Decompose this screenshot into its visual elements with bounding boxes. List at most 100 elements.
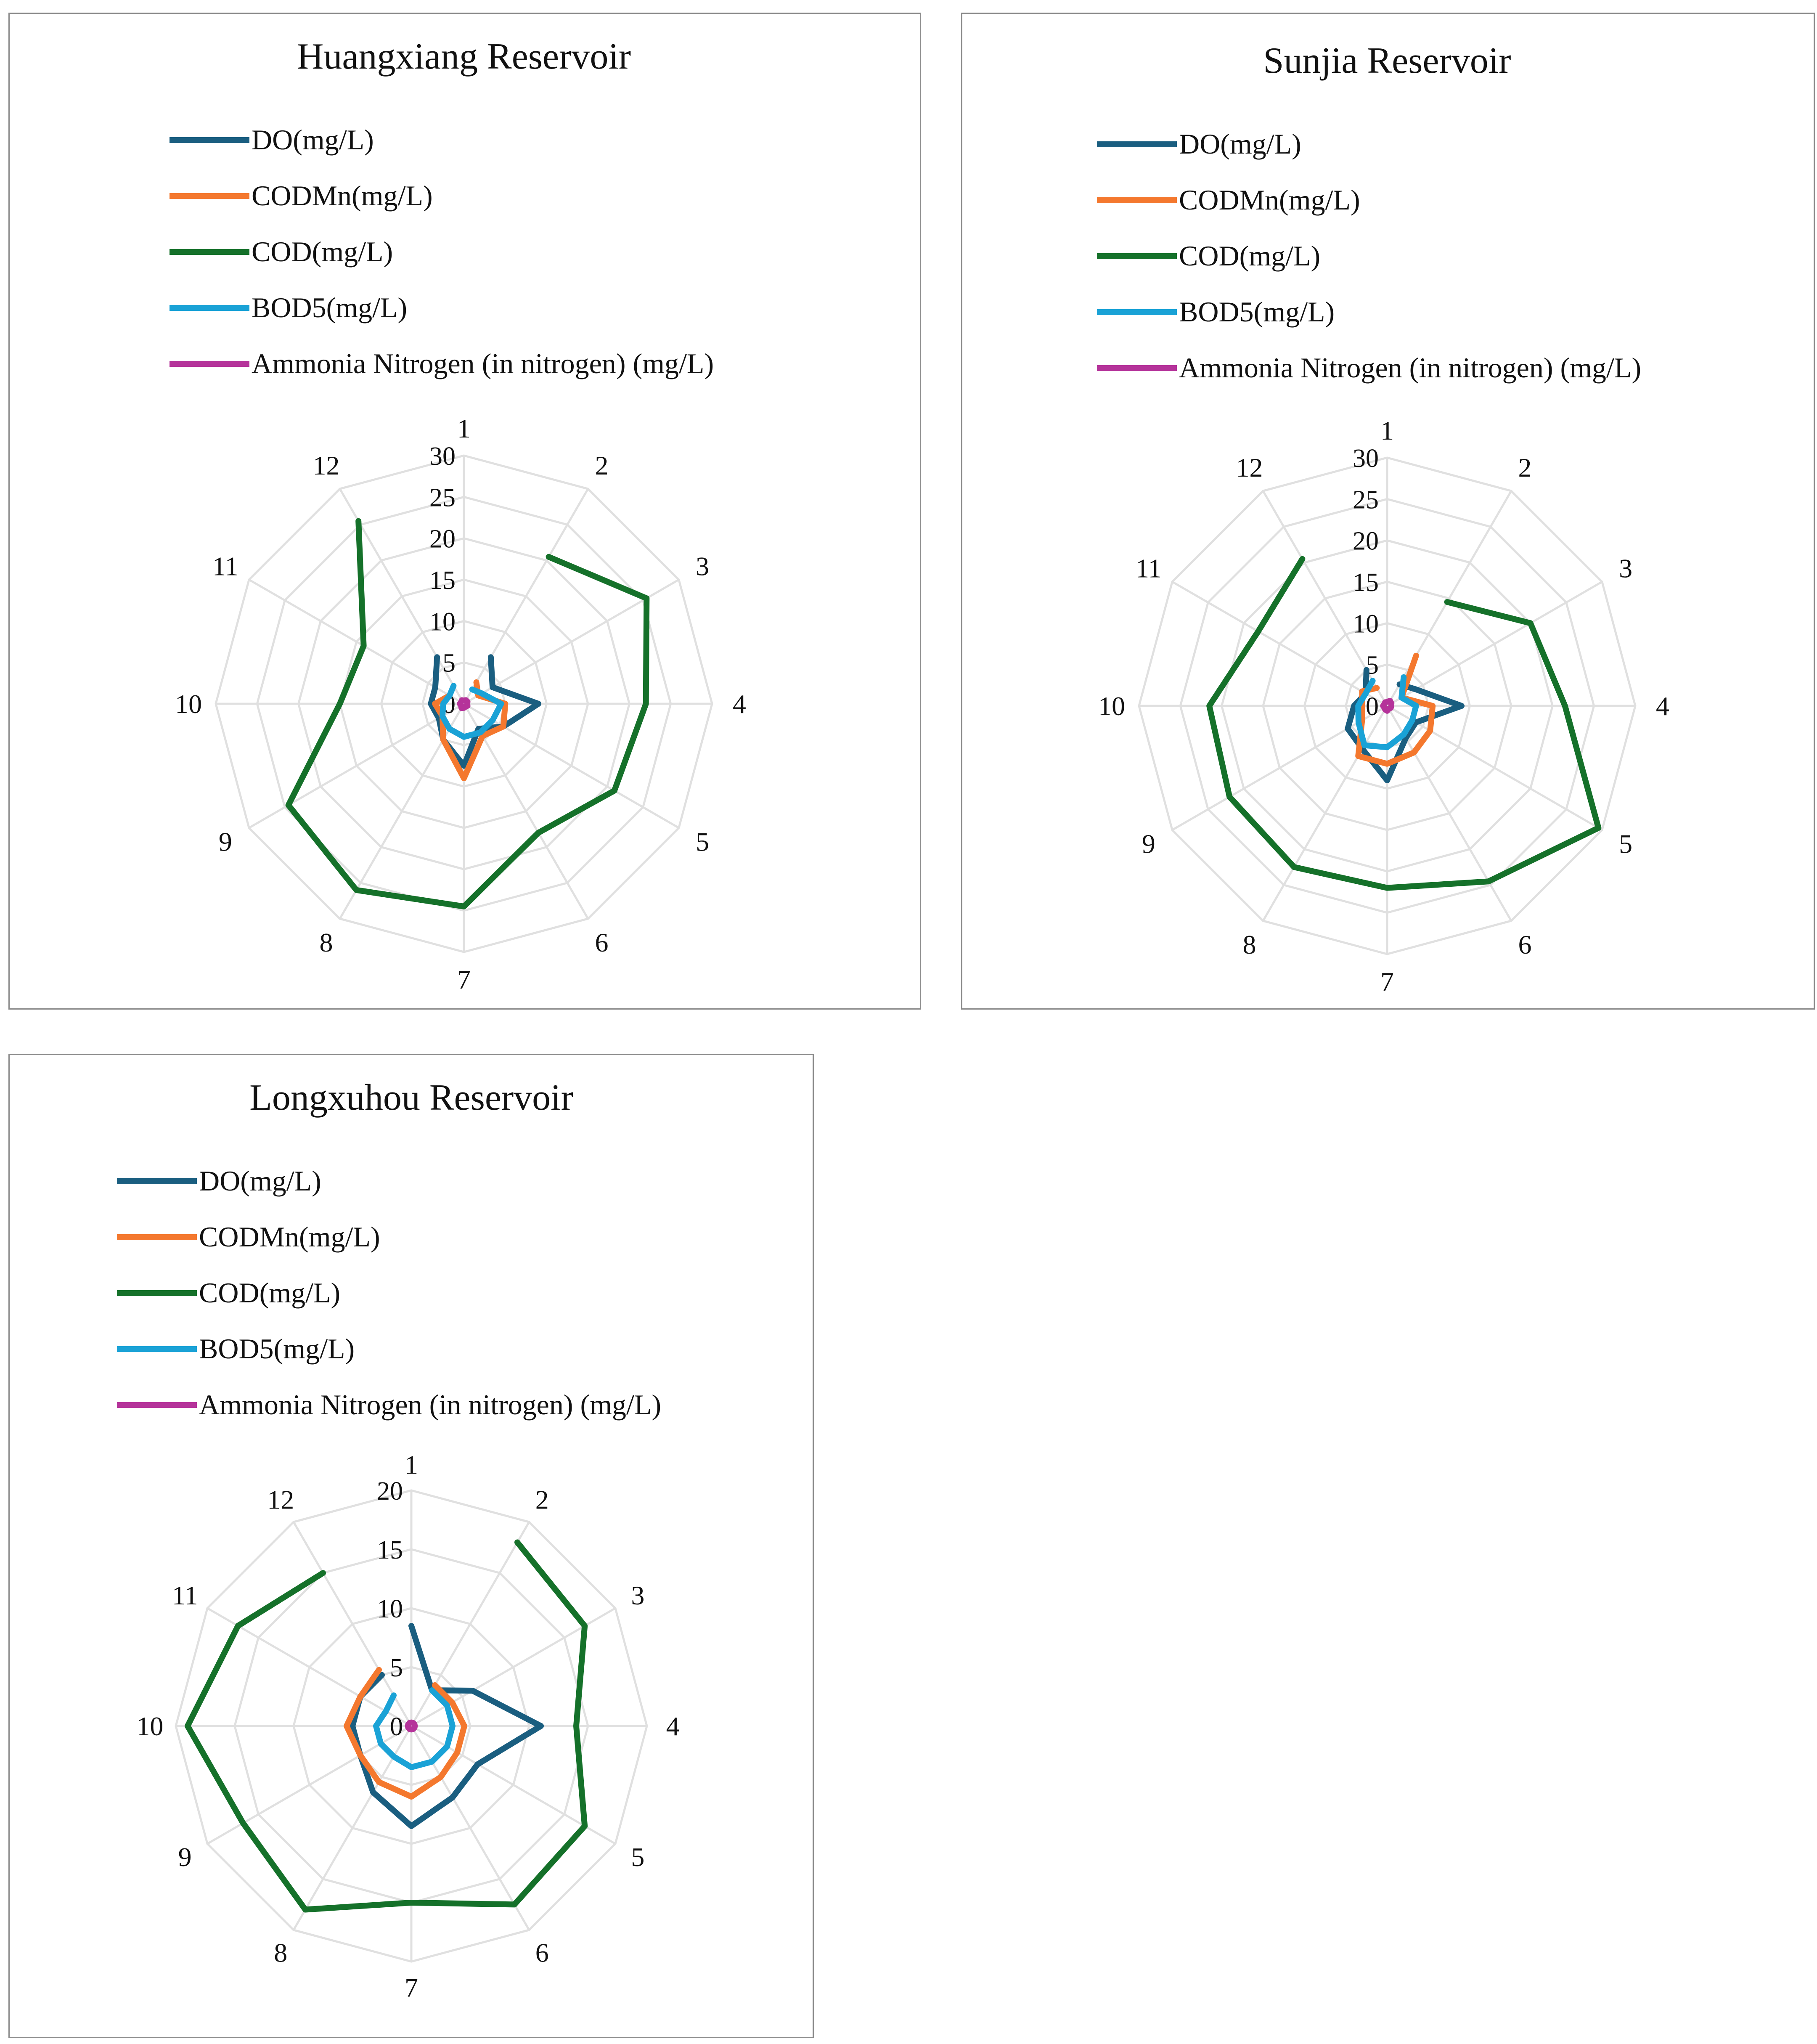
category-label: 3 — [696, 551, 709, 581]
category-label: 5 — [1619, 829, 1632, 859]
radar-chart-huangxiang: Huangxiang Reservoir DO(mg/L) CODMn(mg/L) C… — [170, 36, 746, 994]
category-label: 4 — [733, 689, 746, 719]
grid-spoke — [463, 578, 680, 705]
category-label: 7 — [457, 965, 471, 994]
series-line-codmn — [344, 1667, 467, 1800]
radial-tick-label: 10 — [377, 1595, 403, 1623]
series-line-cod — [1206, 556, 1602, 891]
legend-label-codmn: CODMn(mg/L) — [1179, 184, 1360, 216]
category-label: 12 — [313, 451, 340, 480]
category-label: 7 — [405, 1973, 418, 2003]
category-label: 2 — [1518, 453, 1531, 483]
legend-label-cod: COD(mg/L) — [252, 236, 393, 268]
series-line-bod5 — [1355, 674, 1419, 750]
radar-chart-sunjia: Sunjia Reservoir DO(mg/L) CODMn(mg/L) COD(m… — [1097, 40, 1669, 997]
category-label: 8 — [320, 928, 333, 957]
grid-spoke — [463, 488, 589, 705]
category-label: 7 — [1380, 967, 1394, 997]
category-label: 10 — [136, 1711, 163, 1741]
category-label: 11 — [212, 551, 238, 581]
grid-spoke — [1262, 705, 1388, 922]
radial-tick-label: 30 — [429, 442, 456, 471]
category-label: 3 — [1619, 554, 1632, 583]
category-label: 5 — [696, 827, 709, 856]
legend-label-cod: COD(mg/L) — [1179, 240, 1320, 272]
series-line-do — [350, 1623, 544, 1829]
category-label: 9 — [219, 827, 232, 856]
category-label: 6 — [595, 928, 608, 957]
series-line-cod — [285, 518, 650, 909]
grid-spoke — [292, 1725, 413, 1931]
radar-grid — [215, 454, 713, 953]
radial-tick-label: 25 — [429, 483, 456, 512]
category-label: 11 — [172, 1580, 198, 1610]
grid-spoke — [410, 1521, 530, 1727]
series-line-bod5 — [439, 683, 504, 740]
radial-tick-label: 10 — [1353, 610, 1379, 638]
legend-label-cod: COD(mg/L) — [199, 1277, 340, 1309]
grid-spoke — [248, 703, 465, 829]
category-label: 1 — [405, 1450, 418, 1479]
category-label: 9 — [1142, 829, 1155, 859]
legend-label-do: DO(mg/L) — [199, 1165, 321, 1197]
legend-label-ammonia: Ammonia Nitrogen (in nitrogen) (mg/L) — [252, 347, 714, 379]
chart-panel-sunjia: Sunjia Reservoir DO(mg/L) CODMn(mg/L) COD(m… — [961, 13, 1815, 1010]
legend-label-do: DO(mg/L) — [1179, 128, 1301, 160]
radial-tick-label: 0 — [390, 1713, 403, 1741]
grid-spoke — [1386, 581, 1603, 707]
radial-tick-label: 30 — [1353, 444, 1379, 473]
grid-spoke — [292, 1521, 413, 1727]
category-label: 1 — [457, 414, 471, 443]
series-line-cod — [185, 1539, 588, 1913]
category-label: 2 — [535, 1485, 549, 1515]
grid-spoke — [1386, 705, 1512, 922]
grid-spoke — [463, 703, 589, 920]
category-label: 3 — [631, 1580, 644, 1610]
grid-spoke — [1171, 705, 1388, 831]
radial-tick-label: 20 — [377, 1477, 403, 1506]
category-label: 6 — [1518, 930, 1531, 960]
category-label: 10 — [175, 689, 202, 719]
category-label: 8 — [1243, 930, 1256, 960]
category-label: 5 — [631, 1842, 644, 1872]
radar-grid — [1138, 456, 1637, 955]
legend-label-bod5: BOD5(mg/L) — [199, 1333, 355, 1365]
grid-spoke — [1171, 581, 1388, 707]
category-label: 6 — [535, 1938, 549, 1967]
radial-tick-label: 15 — [1353, 568, 1379, 597]
radial-tick-label: 15 — [377, 1536, 403, 1564]
grid-spoke — [1386, 705, 1603, 831]
legend-label-do: DO(mg/L) — [252, 124, 374, 156]
grid-spoke — [463, 703, 680, 829]
series-line-ammonia — [1380, 698, 1395, 714]
category-label: 4 — [1656, 691, 1669, 721]
category-label: 12 — [267, 1485, 294, 1515]
category-label: 1 — [1380, 416, 1394, 445]
legend-label-ammonia: Ammonia Nitrogen (in nitrogen) (mg/L) — [199, 1389, 661, 1421]
series-line-bod5 — [373, 1687, 456, 1770]
chart-title: Huangxiang Reservoir — [297, 36, 631, 77]
legend-label-codmn: CODMn(mg/L) — [199, 1221, 380, 1253]
radial-tick-label: 10 — [429, 607, 456, 636]
radial-tick-label: 25 — [1353, 485, 1379, 514]
chart-title: Sunjia Reservoir — [1263, 40, 1511, 81]
radar-chart-longxuhou: Longxuhou Reservoir DO(mg/L) CODMn(mg/L) CO… — [117, 1077, 680, 2003]
category-label: 8 — [274, 1938, 287, 1967]
chart-panel-huangxiang: Huangxiang Reservoir DO(mg/L) CODMn(mg/L) C… — [8, 13, 921, 1010]
chart-title: Longxuhou Reservoir — [249, 1077, 573, 1118]
radial-tick-label: 5 — [390, 1654, 403, 1682]
legend-label-bod5: BOD5(mg/L) — [1179, 296, 1335, 328]
grid-spoke — [410, 1725, 530, 1931]
category-label: 12 — [1236, 453, 1263, 483]
series-line-do — [428, 654, 541, 769]
series-line-ammonia — [405, 1719, 418, 1733]
radial-tick-label: 15 — [429, 566, 456, 595]
series-line-ammonia — [457, 697, 471, 711]
radial-tick-label: 5 — [442, 649, 456, 678]
legend-label-ammonia: Ammonia Nitrogen (in nitrogen) (mg/L) — [1179, 352, 1641, 384]
radial-tick-label: 20 — [429, 525, 456, 554]
chart-panel-longxuhou: Longxuhou Reservoir DO(mg/L) CODMn(mg/L) CO… — [8, 1054, 814, 2038]
category-label: 2 — [595, 451, 608, 480]
radial-tick-label: 20 — [1353, 527, 1379, 556]
category-label: 9 — [178, 1842, 192, 1872]
